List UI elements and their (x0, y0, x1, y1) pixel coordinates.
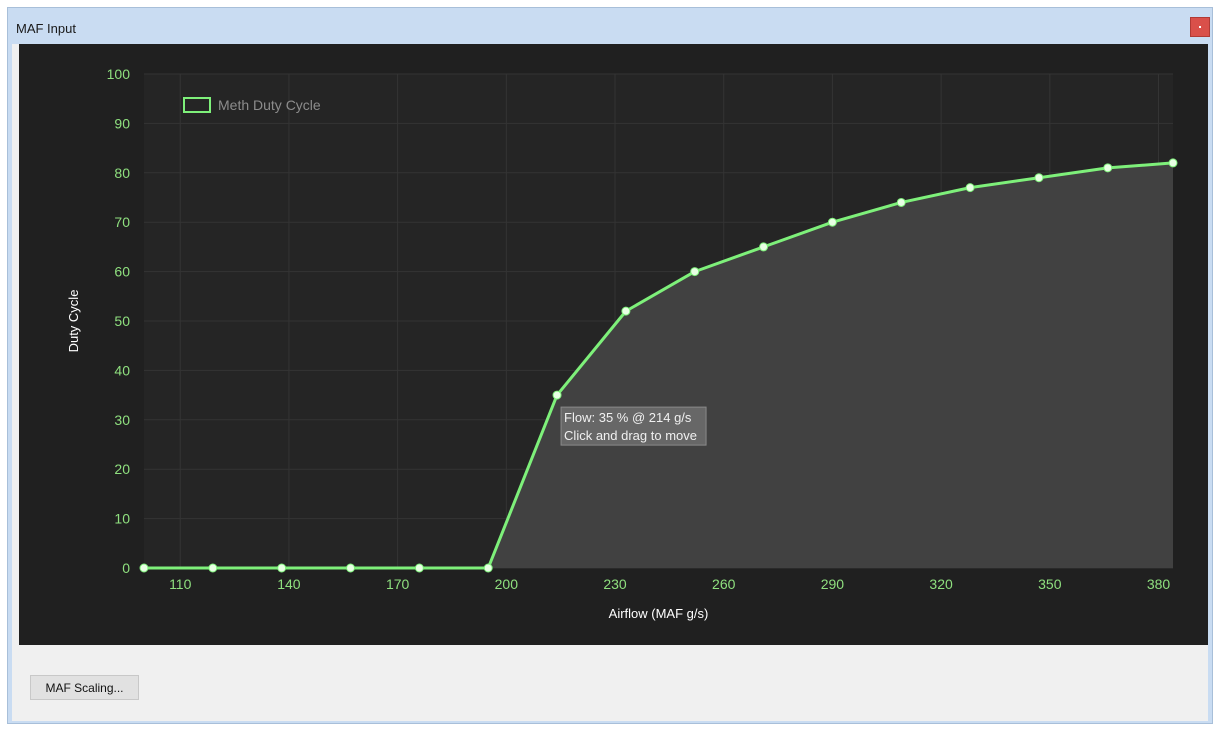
x-tick-label: 320 (929, 576, 953, 592)
data-point[interactable] (690, 267, 700, 277)
point-tooltip (560, 406, 707, 446)
maf-scaling-button[interactable]: MAF Scaling... (30, 675, 139, 700)
y-axis-title: Duty Cycle (66, 290, 81, 353)
data-point[interactable] (414, 563, 424, 573)
y-tick-label: 60 (114, 264, 130, 280)
tooltip-hint-text: Click and drag to move (564, 428, 697, 443)
y-tick-label: 100 (107, 66, 131, 82)
x-tick-label: 290 (821, 576, 845, 592)
client-area: 0 10 20 30 40 50 60 70 80 90 100 110 140 170 200 230 260… (12, 44, 1208, 721)
legend-label: Meth Duty Cycle (218, 97, 321, 113)
y-tick-label: 80 (114, 165, 130, 181)
x-tick-label: 380 (1147, 576, 1171, 592)
x-tick-label: 230 (603, 576, 627, 592)
data-point[interactable] (277, 563, 287, 573)
data-point[interactable] (483, 563, 493, 573)
data-point[interactable] (759, 242, 769, 252)
x-tick-label: 350 (1038, 576, 1062, 592)
y-tick-label: 10 (114, 511, 130, 527)
tooltip-flow-text: Flow: 35 % @ 214 g/s (564, 410, 692, 425)
x-tick-label: 170 (386, 576, 410, 592)
y-tick-label: 30 (114, 412, 130, 428)
window-title: MAF Input (16, 21, 76, 36)
legend-swatch (183, 97, 211, 113)
chart-panel: 0 10 20 30 40 50 60 70 80 90 100 110 140 170 200 230 260… (19, 44, 1208, 645)
data-point[interactable] (827, 217, 837, 227)
data-point[interactable] (208, 563, 218, 573)
x-tick-label: 140 (277, 576, 301, 592)
close-button[interactable] (1190, 17, 1210, 37)
data-point[interactable] (621, 306, 631, 316)
y-tick-label: 70 (114, 214, 130, 230)
data-point[interactable] (1034, 173, 1044, 183)
data-point[interactable] (552, 390, 562, 400)
y-tick-label: 20 (114, 461, 130, 477)
data-point[interactable] (139, 563, 149, 573)
data-point[interactable] (346, 563, 356, 573)
series-line (144, 161, 1174, 570)
y-tick-label: 0 (122, 560, 130, 576)
duty-cycle-chart[interactable]: 0 10 20 30 40 50 60 70 80 90 100 110 140 170 200 230 260… (19, 44, 1208, 645)
data-point[interactable] (1168, 158, 1178, 168)
x-tick-label: 260 (712, 576, 736, 592)
series-area (144, 162, 1173, 569)
maf-input-window: MAF Input 0 10 20 30 40 50 60 70 80 90 100 110 140 17… (7, 7, 1213, 724)
title-bar[interactable]: MAF Input (8, 8, 1212, 44)
data-point[interactable] (965, 183, 975, 193)
data-point[interactable] (896, 197, 906, 207)
x-tick-label: 200 (495, 576, 519, 592)
close-icon (1199, 26, 1201, 28)
x-tick-label: 110 (169, 576, 192, 592)
y-tick-label: 90 (114, 115, 130, 131)
y-tick-label: 40 (114, 362, 130, 378)
x-axis-title: Airflow (MAF g/s) (609, 606, 709, 621)
y-tick-label: 50 (114, 313, 130, 329)
data-point[interactable] (1103, 163, 1113, 173)
